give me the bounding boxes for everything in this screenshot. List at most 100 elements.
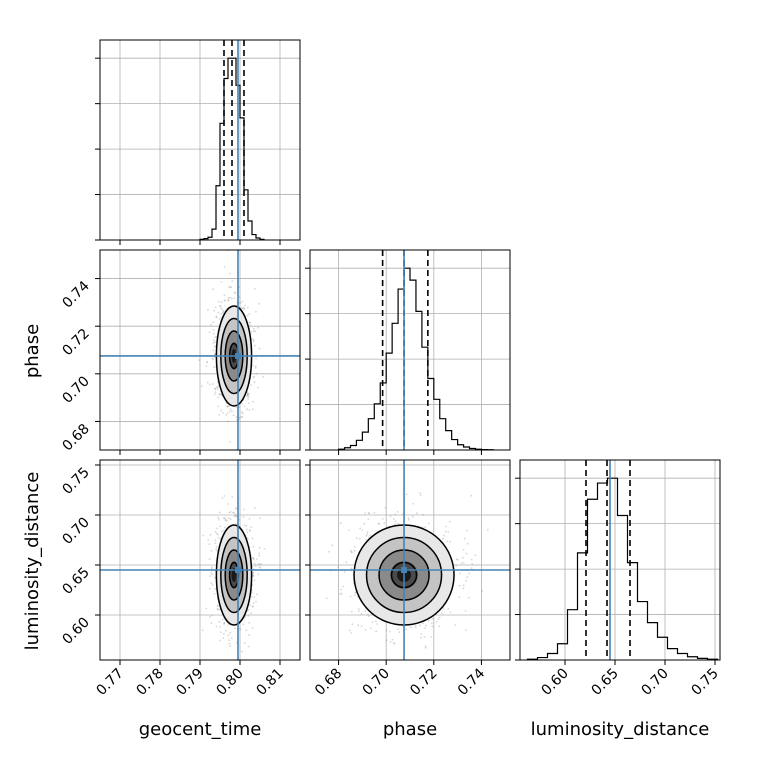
sample-point [250,592,253,594]
sample-point [216,549,219,552]
sample-point [214,353,217,356]
sample-point [348,529,350,531]
sample-point [255,310,257,313]
sample-point [364,512,366,514]
sample-point [218,305,221,307]
sample-point [244,304,246,307]
sample-point [224,629,227,632]
sample-point [486,528,489,531]
sample-point [222,529,225,532]
sample-point [222,637,225,640]
sample-point [214,306,217,309]
sample-point [253,287,256,290]
sample-point [218,518,220,521]
sample-point [211,566,213,569]
sample-point [211,357,214,360]
x-tick-label-luminosity-distance: 0.75 [688,666,721,699]
sample-point [224,519,227,522]
sample-point [246,314,249,317]
sample-point [258,546,261,549]
sample-point [251,605,254,608]
sample-point [227,297,230,299]
sample-point [207,309,209,311]
sample-point [263,547,266,550]
sample-point [217,388,219,391]
sample-point [227,405,230,408]
sample-point [358,610,360,613]
x-tick-label-geocent-time: 0.77 [93,666,126,699]
sample-point [239,302,242,304]
sample-point [239,416,241,419]
x-tick-label-phase: 0.74 [455,665,488,698]
y-tick-label-luminosity-distance: 0.70 [59,515,92,548]
sample-point [205,365,208,368]
sample-point [353,546,356,548]
sample-point [243,642,246,644]
ylabel-luminosity-distance: luminosity_distance [22,472,43,651]
sample-point [226,405,229,407]
sample-point [394,523,396,526]
sample-point [217,311,220,314]
sample-point [431,625,434,628]
sample-point [247,645,250,648]
sample-point [220,307,223,310]
sample-point [210,550,213,552]
sample-point [229,410,231,413]
sample-point [455,558,458,561]
sample-point [216,608,219,611]
sample-point [219,305,222,308]
sample-point [466,542,469,545]
sample-point [240,411,243,414]
sample-point [222,517,225,519]
sample-point [424,627,426,629]
sample-point [447,531,450,533]
sample-point [211,383,214,385]
sample-point [255,600,257,603]
sample-point [254,365,257,367]
panel-hist-phase [305,249,511,455]
sample-point [419,492,422,494]
sample-point [449,540,452,543]
sample-point [345,561,348,564]
sample-point [365,539,368,541]
sample-point [351,551,353,554]
sample-point [228,286,231,289]
sample-point [216,607,219,610]
sample-point [243,307,245,309]
sample-point [444,530,447,533]
sample-point [217,396,220,399]
sample-point [216,386,219,388]
sample-point [248,621,251,624]
sample-point [231,410,233,413]
sample-point [259,517,261,520]
sample-point [214,336,217,339]
sample-point [349,549,352,552]
sample-point [353,594,356,596]
sample-point [223,623,225,625]
sample-point [350,550,353,553]
x-tick-label-geocent-time: 0.78 [133,666,166,699]
sample-point [422,622,424,625]
sample-point [217,516,220,519]
sample-point [218,318,221,321]
sample-point [211,567,213,570]
sample-point [219,639,222,642]
sample-point [247,609,250,611]
sample-point [258,302,261,305]
panel-hist-luminosity-distance: 0.60 0.65 0.70 0.75 [515,459,722,699]
sample-point [220,393,223,396]
sample-point [229,511,232,513]
sample-point [210,572,213,574]
sample-point [209,616,212,618]
sample-point [368,512,371,515]
sample-point [359,527,361,530]
sample-point [367,518,370,521]
sample-point [331,544,334,546]
sample-point [464,609,467,612]
sample-point [212,321,215,324]
sample-point [227,517,230,520]
sample-point [227,624,230,626]
sample-point [245,528,248,531]
sample-point [260,563,263,566]
sample-point [350,610,353,613]
